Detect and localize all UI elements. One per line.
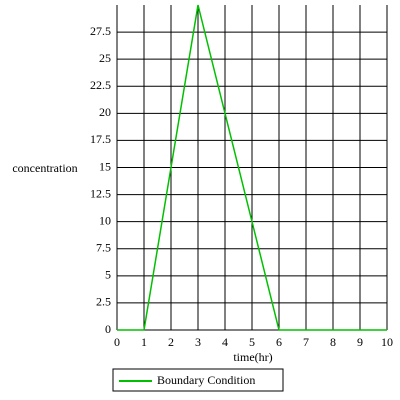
x-tick-label: 5 <box>249 335 255 349</box>
x-tick-label: 7 <box>303 335 309 349</box>
y-tick-label: 20 <box>99 105 111 119</box>
x-tick-label: 0 <box>114 335 120 349</box>
x-tick-label: 9 <box>357 335 363 349</box>
legend-label: Boundary Condition <box>157 373 255 387</box>
legend-box <box>112 368 284 392</box>
y-tick-label: 15 <box>99 159 111 173</box>
y-axis-label: concentration <box>12 161 77 175</box>
x-tick-label: 10 <box>381 335 393 349</box>
x-tick-label: 1 <box>141 335 147 349</box>
x-tick-label: 4 <box>222 335 228 349</box>
y-tick-label: 17.5 <box>90 132 111 146</box>
y-tick-label: 25 <box>99 51 111 65</box>
x-tick-label: 6 <box>276 335 282 349</box>
y-tick-label: 22.5 <box>90 78 111 92</box>
x-tick-label: 2 <box>168 335 174 349</box>
series-line <box>117 4 387 331</box>
y-tick-label: 10 <box>99 213 111 227</box>
y-tick-label: 7.5 <box>96 241 111 255</box>
x-tick-label: 8 <box>330 335 336 349</box>
y-tick-label: 2.5 <box>96 295 111 309</box>
y-tick-label: 0 <box>105 322 111 336</box>
y-tick-label: 27.5 <box>90 24 111 38</box>
y-tick-label: 12.5 <box>90 186 111 200</box>
x-axis-label: time(hr) <box>233 350 272 364</box>
y-tick-label: 5 <box>105 268 111 282</box>
x-tick-label: 3 <box>195 335 201 349</box>
